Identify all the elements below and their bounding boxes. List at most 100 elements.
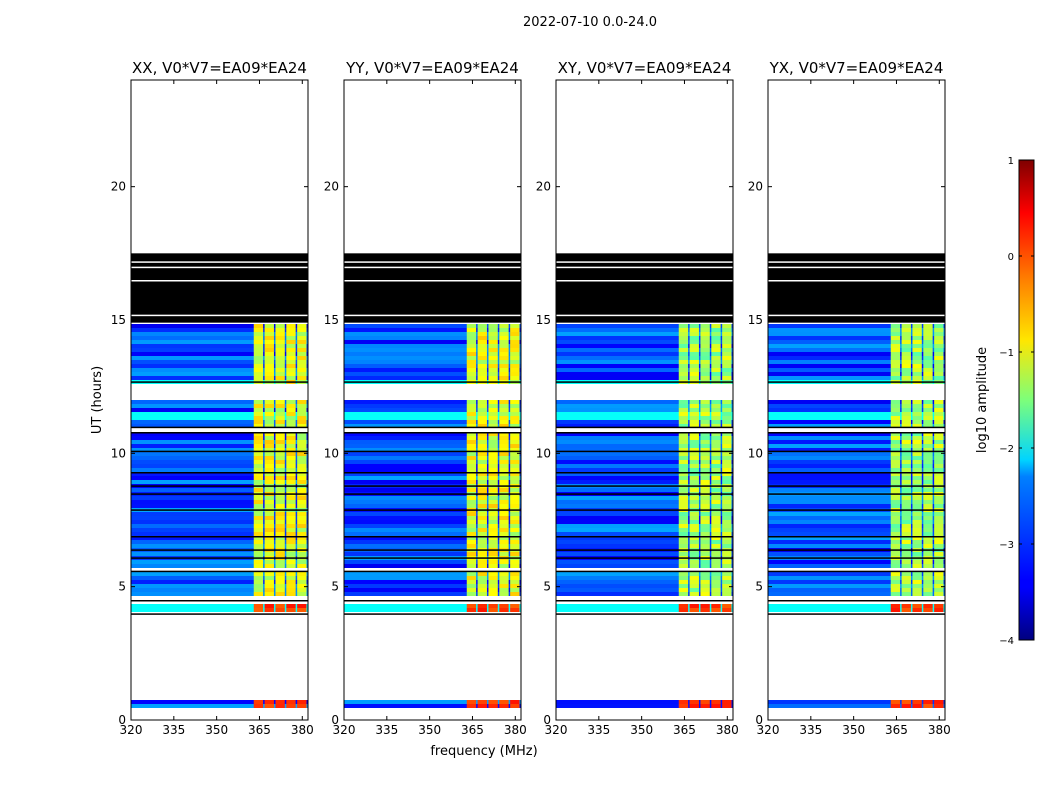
heatmap-row — [131, 440, 308, 444]
band-cell — [923, 372, 933, 376]
band-cell — [488, 424, 498, 428]
band-cell — [499, 540, 509, 544]
separator-line — [768, 509, 945, 511]
band-cell — [700, 468, 710, 472]
band-cell — [689, 476, 699, 480]
band-cell — [912, 408, 922, 412]
band-cell — [499, 536, 509, 540]
band-cell — [722, 500, 732, 504]
heatmap-row — [556, 432, 733, 436]
band-cell — [253, 528, 264, 532]
band-cell — [297, 608, 307, 612]
band-cell — [488, 516, 498, 520]
band-cell — [297, 544, 307, 548]
band-cell — [253, 584, 264, 588]
band-cell — [286, 512, 296, 516]
band-cell — [297, 460, 307, 464]
band-cell — [722, 700, 732, 704]
heatmap-row — [344, 344, 521, 348]
band-cell — [678, 700, 689, 704]
band-cell — [689, 524, 699, 528]
band-cell — [923, 368, 933, 372]
heatmap-row — [131, 516, 308, 520]
y-tick-label: 5 — [118, 580, 126, 594]
band-cell — [297, 532, 307, 536]
heatmap-row — [344, 416, 521, 420]
band-cell — [934, 540, 944, 544]
separator-line — [344, 613, 521, 615]
band-cell — [678, 400, 689, 404]
band-cell — [934, 324, 944, 328]
band-cell — [890, 328, 901, 332]
band-cell — [678, 704, 689, 708]
band-cell — [510, 576, 520, 580]
heatmap-row — [344, 432, 521, 436]
band-cell — [510, 560, 520, 564]
band-cell — [499, 420, 509, 424]
band-cell — [689, 456, 699, 460]
band-cell — [678, 456, 689, 460]
band-cell — [689, 340, 699, 344]
band-cell — [297, 520, 307, 524]
band-cell — [934, 432, 944, 436]
band-cell — [700, 328, 710, 332]
band-cell — [297, 348, 307, 352]
separator-line — [556, 557, 733, 559]
band-cell — [722, 604, 732, 608]
band-cell — [466, 512, 477, 516]
band-cell — [722, 444, 732, 448]
heatmap-row — [344, 576, 521, 580]
band-cell — [264, 356, 274, 360]
heatmap-row — [344, 468, 521, 472]
band-cell — [700, 704, 710, 708]
separator-line — [131, 549, 308, 551]
band-cell — [286, 404, 296, 408]
heatmap-row — [768, 536, 945, 540]
band-cell — [466, 372, 477, 376]
band-cell — [722, 404, 732, 408]
band-cell — [297, 528, 307, 532]
band-cell — [286, 532, 296, 536]
band-cell — [264, 704, 274, 708]
band-cell — [722, 704, 732, 708]
colorbar-tick-label: −4 — [999, 636, 1014, 647]
band-cell — [678, 360, 689, 364]
band-cell — [912, 364, 922, 368]
heatmap-row — [556, 456, 733, 460]
heatmap-row — [131, 368, 308, 372]
band-cell — [488, 352, 498, 356]
band-cell — [286, 432, 296, 436]
band-cell — [700, 604, 710, 608]
band-cell — [923, 604, 933, 608]
band-cell — [510, 452, 520, 456]
band-cell — [890, 580, 901, 584]
band-cell — [275, 500, 285, 504]
band-cell — [901, 352, 911, 356]
band-cell — [678, 520, 689, 524]
y-tick-label: 20 — [324, 180, 339, 194]
band-cell — [275, 544, 285, 548]
heatmap-row — [556, 412, 733, 416]
heatmap-row — [768, 408, 945, 412]
band-cell — [499, 572, 509, 576]
band-cell — [488, 584, 498, 588]
band-cell — [934, 460, 944, 464]
band-cell — [901, 360, 911, 364]
x-tick-label: 320 — [333, 723, 356, 737]
heatmap-row — [556, 468, 733, 472]
band-cell — [275, 476, 285, 480]
band-cell — [477, 504, 487, 508]
band-cell — [510, 464, 520, 468]
band-cell — [488, 552, 498, 556]
band-cell — [678, 564, 689, 568]
band-cell — [722, 440, 732, 444]
band-cell — [477, 376, 487, 380]
heatmap-row — [344, 472, 521, 476]
heatmap-row — [556, 528, 733, 532]
heatmap-row — [344, 520, 521, 524]
heatmap-row — [344, 528, 521, 532]
band-cell — [477, 512, 487, 516]
flag-gap-line — [768, 261, 945, 263]
band-cell — [934, 376, 944, 380]
separator-line — [344, 432, 521, 434]
